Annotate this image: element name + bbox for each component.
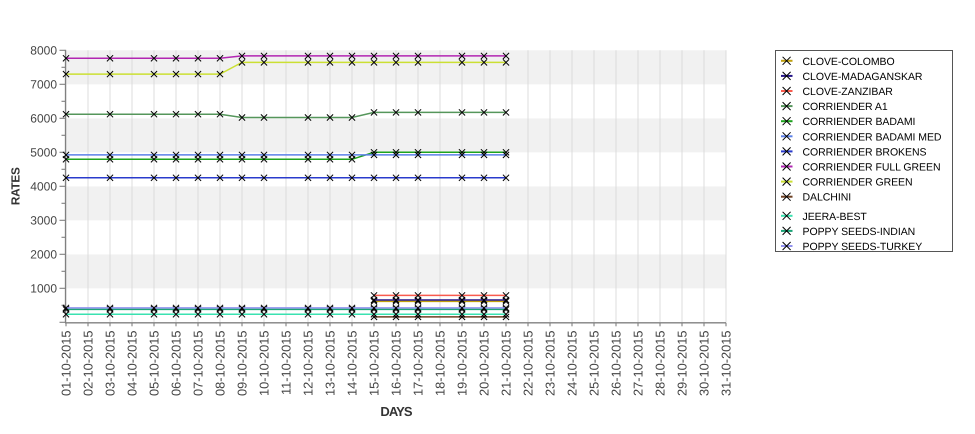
- svg-text:CLOVE-COLOMBO: CLOVE-COLOMBO: [803, 56, 895, 68]
- svg-text:19-10-2015: 19-10-2015: [455, 331, 470, 396]
- svg-text:06-10-2015: 06-10-2015: [169, 331, 184, 396]
- svg-text:09-10-2015: 09-10-2015: [235, 331, 250, 396]
- svg-text:16-10-2015: 16-10-2015: [389, 331, 404, 396]
- svg-text:CORRIENDER BROKENS: CORRIENDER BROKENS: [803, 146, 927, 158]
- svg-text:CORRIENDER FULL GREEN: CORRIENDER FULL GREEN: [803, 162, 941, 174]
- svg-text:2000: 2000: [30, 247, 57, 261]
- svg-text:CORRIENDER BADAMI: CORRIENDER BADAMI: [803, 116, 916, 128]
- svg-text:17-10-2015: 17-10-2015: [411, 331, 426, 396]
- svg-text:07-10-2015: 07-10-2015: [191, 331, 206, 396]
- svg-text:12-10-2015: 12-10-2015: [301, 331, 316, 396]
- svg-text:22-10-2015: 22-10-2015: [521, 331, 536, 396]
- svg-text:POPPY SEEDS-INDIAN: POPPY SEEDS-INDIAN: [803, 226, 916, 238]
- svg-text:CORRIENDER GREEN: CORRIENDER GREEN: [803, 177, 913, 189]
- svg-text:CORRIENDER A1: CORRIENDER A1: [803, 101, 888, 113]
- svg-text:04-10-2015: 04-10-2015: [125, 331, 140, 396]
- svg-text:26-10-2015: 26-10-2015: [609, 331, 624, 396]
- svg-text:1000: 1000: [30, 281, 57, 295]
- svg-text:21-10-2015: 21-10-2015: [499, 331, 514, 396]
- svg-text:03-10-2015: 03-10-2015: [103, 331, 118, 396]
- svg-text:01-10-2015: 01-10-2015: [59, 331, 74, 396]
- svg-text:30-10-2015: 30-10-2015: [697, 331, 712, 396]
- svg-text:10-10-2015: 10-10-2015: [257, 331, 272, 396]
- svg-text:29-10-2015: 29-10-2015: [675, 331, 690, 396]
- svg-text:14-10-2015: 14-10-2015: [345, 331, 360, 396]
- svg-text:11-10-2015: 11-10-2015: [279, 331, 294, 396]
- svg-text:5000: 5000: [30, 145, 57, 159]
- svg-text:28-10-2015: 28-10-2015: [653, 331, 668, 396]
- svg-text:6000: 6000: [30, 111, 57, 125]
- svg-text:05-10-2015: 05-10-2015: [147, 331, 162, 396]
- svg-text:CORRIENDER BADAMI MED: CORRIENDER BADAMI MED: [803, 131, 942, 143]
- svg-text:24-10-2015: 24-10-2015: [565, 331, 580, 396]
- svg-text:8000: 8000: [30, 43, 57, 57]
- svg-text:CLOVE-ZANZIBAR: CLOVE-ZANZIBAR: [803, 86, 894, 98]
- svg-text:13-10-2015: 13-10-2015: [323, 331, 338, 396]
- svg-text:DALCHINI: DALCHINI: [803, 192, 852, 204]
- svg-text:JEERA-BEST: JEERA-BEST: [803, 211, 868, 223]
- svg-text:02-10-2015: 02-10-2015: [81, 331, 96, 396]
- svg-text:4000: 4000: [30, 179, 57, 193]
- svg-text:20-10-2015: 20-10-2015: [477, 331, 492, 396]
- svg-text:CLOVE-MADAGANSKAR: CLOVE-MADAGANSKAR: [803, 71, 923, 83]
- svg-text:27-10-2015: 27-10-2015: [631, 331, 646, 396]
- svg-text:31-10-2015: 31-10-2015: [719, 331, 734, 396]
- svg-text:7000: 7000: [30, 77, 57, 91]
- svg-text:POPPY SEEDS-TURKEY: POPPY SEEDS-TURKEY: [803, 241, 923, 253]
- svg-text:15-10-2015: 15-10-2015: [367, 331, 382, 396]
- svg-text:RATES: RATES: [9, 167, 23, 205]
- svg-text:25-10-2015: 25-10-2015: [587, 331, 602, 396]
- svg-text:08-10-2015: 08-10-2015: [213, 331, 228, 396]
- svg-text:23-10-2015: 23-10-2015: [543, 331, 558, 396]
- svg-text:18-10-2015: 18-10-2015: [433, 331, 448, 396]
- svg-text:DAYS: DAYS: [380, 404, 413, 419]
- svg-text:3000: 3000: [30, 213, 57, 227]
